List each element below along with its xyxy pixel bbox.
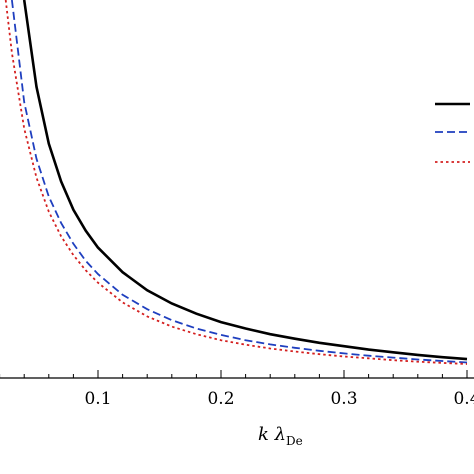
x-axis-title-subscript: De <box>286 434 303 448</box>
legend <box>435 102 470 163</box>
series-line-3 <box>4 0 468 365</box>
x-ticks: 0.1 0.2 0.3 0.4 <box>0 370 474 409</box>
x-tick-label: 0.4 <box>453 389 474 409</box>
x-tick-label: 0.3 <box>330 389 357 409</box>
x-tick-label: 0.1 <box>84 389 111 409</box>
x-tick-label: 0.2 <box>207 389 234 409</box>
x-axis-title: k λDe <box>258 424 303 448</box>
series-group <box>4 0 468 365</box>
x-axis-title-main: k λ <box>258 424 286 445</box>
series-line-1 <box>22 0 468 361</box>
series-line-2 <box>11 0 468 364</box>
